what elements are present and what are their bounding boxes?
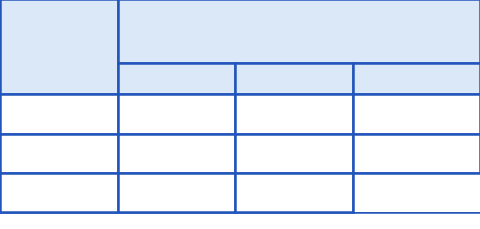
Bar: [235, 134, 353, 173]
Bar: [118, 134, 235, 173]
Bar: [353, 64, 480, 95]
Bar: [118, 173, 235, 212]
Bar: [0, 95, 118, 134]
Bar: [118, 0, 480, 64]
Bar: [235, 173, 353, 212]
Bar: [118, 64, 235, 95]
Bar: [0, 173, 118, 212]
Bar: [0, 134, 118, 173]
Bar: [118, 95, 235, 134]
Bar: [353, 95, 480, 134]
Bar: [353, 173, 480, 212]
Bar: [235, 95, 353, 134]
Bar: [353, 134, 480, 173]
Bar: [235, 64, 353, 95]
Bar: [0, 0, 118, 95]
